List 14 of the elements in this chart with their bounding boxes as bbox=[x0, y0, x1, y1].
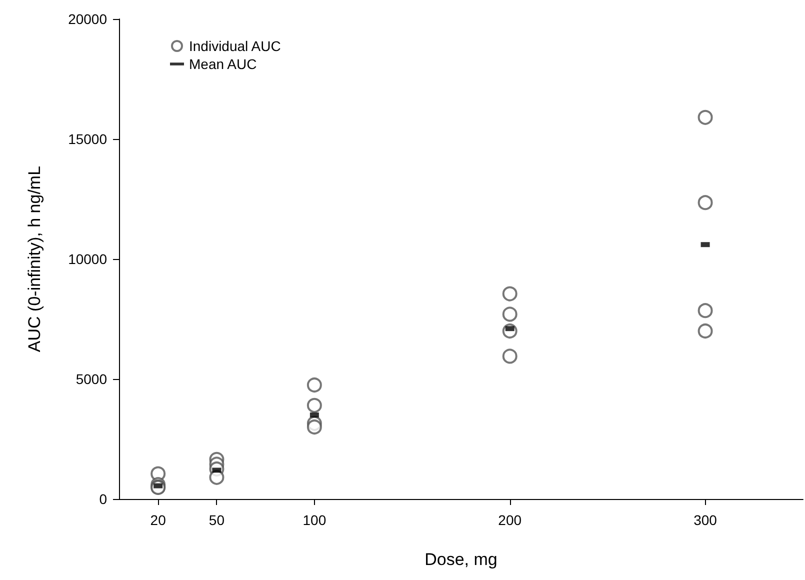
x-tick-label: 300 bbox=[694, 512, 718, 528]
legend-label: Mean AUC bbox=[189, 56, 257, 72]
y-tick-label: 20000 bbox=[68, 11, 108, 27]
y-tick-label: 10000 bbox=[68, 251, 108, 267]
y-tick-label: 0 bbox=[99, 491, 108, 507]
legend-label: Individual AUC bbox=[189, 38, 281, 54]
y-tick-label: 15000 bbox=[68, 131, 108, 147]
x-axis-title: Dose, mg bbox=[424, 550, 498, 569]
y-axis-title: AUC (0-infinity), h ng/mL bbox=[25, 166, 44, 352]
x-tick-label: 200 bbox=[498, 512, 522, 528]
x-tick-label: 20 bbox=[150, 512, 166, 528]
x-tick-label: 100 bbox=[302, 512, 326, 528]
x-tick-label: 50 bbox=[208, 512, 225, 528]
y-tick-label: 5000 bbox=[76, 371, 108, 387]
